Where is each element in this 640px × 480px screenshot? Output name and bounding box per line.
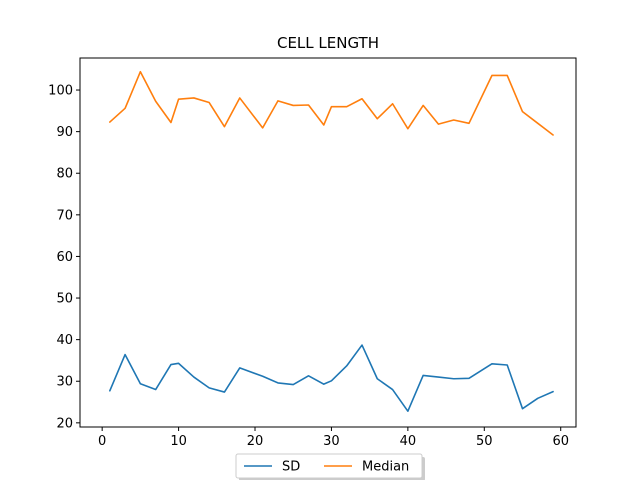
x-tick-label: 40 — [400, 434, 417, 449]
series-line-median — [109, 70, 554, 136]
x-tick-label: 20 — [247, 434, 264, 449]
y-tick-label: 60 — [56, 250, 73, 265]
x-tick-label: 50 — [476, 434, 493, 449]
x-axis: 0 10 20 30 40 50 60 — [98, 427, 569, 449]
chart-title: CELL LENGTH — [277, 34, 379, 52]
y-tick-label: 80 — [56, 167, 73, 182]
x-tick-label: 0 — [98, 434, 106, 449]
legend-label: SD — [282, 460, 300, 475]
plot-frame — [79, 57, 577, 428]
legend-label: Median — [362, 460, 409, 475]
x-tick-label: 60 — [552, 434, 569, 449]
y-tick-label: 100 — [48, 84, 73, 99]
y-tick-label: 70 — [56, 208, 73, 223]
series-layer — [109, 70, 554, 412]
x-tick-label: 10 — [170, 434, 187, 449]
x-tick-label: 30 — [323, 434, 340, 449]
legend: SD Median — [235, 453, 425, 480]
y-tick-label: 90 — [56, 125, 73, 140]
y-tick-label: 20 — [56, 416, 73, 431]
y-axis: 20 30 40 50 60 70 80 90 100 — [48, 84, 80, 431]
y-tick-label: 30 — [56, 375, 73, 390]
series-line-sd — [109, 344, 554, 412]
y-tick-label: 50 — [56, 292, 73, 307]
y-tick-label: 40 — [56, 333, 73, 348]
